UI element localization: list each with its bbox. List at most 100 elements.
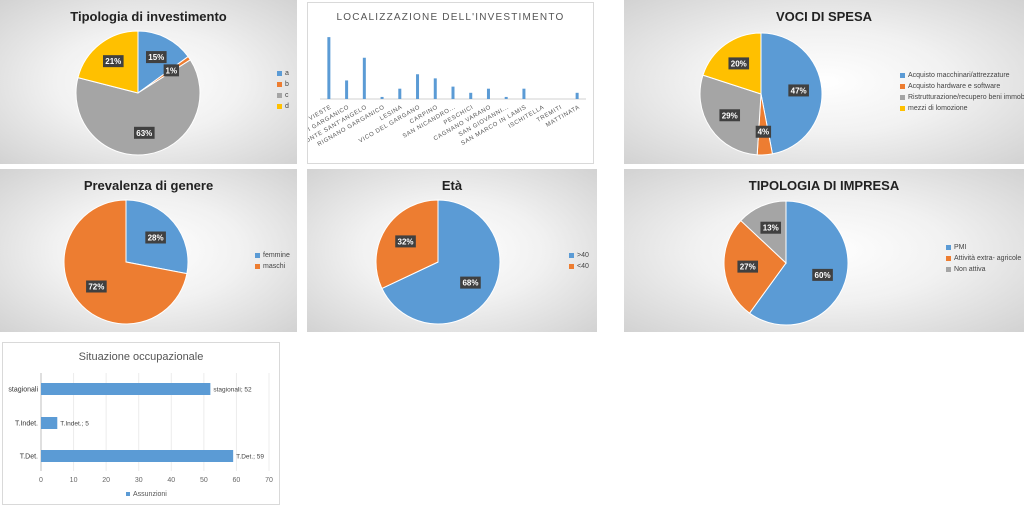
data-label-bg	[760, 221, 782, 234]
legend-item: <40	[569, 263, 589, 270]
bar-chart-occupazione: 0 10 20 30 40 50 60 70 stagionali stagionali; 52 T…	[8, 373, 273, 498]
x-tick-label: 20	[102, 477, 110, 484]
bar-peschici	[469, 92, 473, 99]
legend-item: mezzi di lomozione	[900, 105, 1024, 112]
legend-item: d	[277, 103, 289, 110]
data-label: 63%	[136, 129, 152, 138]
data-label-bg	[395, 235, 416, 248]
data-label: 60%	[815, 271, 831, 280]
pie-slice-c	[75, 59, 201, 156]
data-label: 68%	[462, 279, 478, 288]
legend: >40 <40	[569, 252, 589, 274]
data-label: 32%	[398, 237, 414, 246]
data-label: 15%	[148, 53, 164, 62]
x-tick-label: 40	[167, 477, 175, 484]
chart-prevalenza-genere: Prevalenza di genere 28% 72% femmine masch…	[0, 169, 297, 332]
legend-swatch	[900, 73, 905, 78]
legend-label: Non attiva	[954, 266, 986, 273]
data-label: 1%	[166, 66, 178, 75]
legend-swatch	[946, 267, 951, 272]
legend-label: Assunzioni	[133, 491, 167, 498]
x-tick-label: 50	[200, 477, 208, 484]
chart-title: LOCALIZZAZIONE DELL'INVESTIMENTO	[336, 12, 565, 23]
legend-swatch	[946, 245, 951, 250]
pie-chart-impresa: 60% 27% 13%	[723, 200, 849, 326]
legend-label: Ristrutturazione/recupero beni immobili	[908, 94, 1024, 101]
data-label: stagionali; 52	[213, 387, 252, 394]
legend-item: Acquisto macchinari/attrezzature	[900, 72, 1024, 79]
data-label-bg	[737, 260, 759, 273]
pie-chart-tipologia: 15%1% 63% 21%	[75, 30, 201, 156]
bar-monte-sant-angelo	[362, 57, 366, 99]
bar-t-det	[41, 450, 234, 462]
data-label: 28%	[148, 233, 164, 242]
data-label: 13%	[763, 224, 779, 233]
data-label: 72%	[88, 283, 104, 292]
legend-item: Ristrutturazione/recupero beni immobili	[900, 94, 1024, 101]
pie-chart-eta: 68% 32%	[375, 199, 501, 325]
pie-chart-spesa: 47% 4% 29% 20%	[699, 32, 823, 156]
data-label: 47%	[791, 86, 807, 95]
data-label: T.Det.; 59	[236, 454, 264, 461]
legend-label: <40	[577, 263, 589, 270]
chart-title: VOCI DI SPESA	[775, 9, 873, 24]
data-label-bg	[719, 109, 741, 122]
legend-item: Acquisto hardware e software	[900, 83, 1024, 90]
legend-item: maschi	[255, 263, 290, 270]
chart-voci-di-spesa: VOCI DI SPESA 47% 4% 29% 20% Acquisto macch…	[624, 0, 1024, 164]
legend: femmine maschi	[255, 252, 290, 274]
bar-vico-del-gargano	[416, 74, 420, 99]
legend-swatch	[900, 95, 905, 100]
chart-localizzazione-investimento: LOCALIZZAZIONE DELL'INVESTIMENTO VIESTE R…	[307, 2, 594, 164]
legend-item: c	[277, 92, 289, 99]
bar-cagnano-varano	[486, 88, 490, 99]
x-tick-label: 10	[70, 477, 78, 484]
legend-swatch	[255, 253, 260, 258]
legend-item: Non attiva	[946, 266, 1021, 273]
chart-title: TIPOLOGIA DI IMPRESA	[748, 178, 900, 193]
legend-label: c	[285, 92, 289, 99]
data-label-bg	[102, 55, 124, 68]
bar-lesina	[398, 88, 402, 99]
chart-title: Tipologia di investimento	[70, 9, 227, 24]
bar-t-indet	[41, 417, 58, 429]
data-label-bg	[86, 280, 107, 293]
data-label: T.Indet.; 5	[60, 421, 89, 428]
legend-label: d	[285, 103, 289, 110]
legend-item: Attività extra- agricole	[946, 255, 1021, 262]
legend: PMI Attività extra- agricole Non attiva	[946, 244, 1021, 277]
legend-label: maschi	[263, 263, 286, 270]
y-tick-label: T.Det.	[20, 454, 38, 461]
bar-vieste	[327, 37, 331, 99]
legend-swatch	[277, 71, 282, 76]
bar-mattinata	[575, 92, 579, 99]
x-tick-label: 70	[265, 477, 273, 484]
legend-swatch	[900, 84, 905, 89]
legend-label: mezzi di lomozione	[908, 105, 968, 112]
bar-rignano-garganico	[380, 96, 384, 99]
legend-label: Attività extra- agricole	[954, 255, 1022, 262]
legend-item: PMI	[946, 244, 1021, 251]
legend-label: >40	[577, 252, 589, 259]
legend-label: b	[285, 81, 289, 88]
chart-title: Prevalenza di genere	[83, 178, 214, 193]
pie-slice-40	[381, 199, 501, 325]
pie-slice-maschi	[63, 199, 188, 325]
data-label: 27%	[740, 263, 756, 272]
chart-situazione-occupazionale: Situazione occupazionale 0 10 20 30 40 50 60 70…	[2, 342, 280, 505]
legend-swatch	[900, 106, 905, 111]
legend-label: PMI	[954, 244, 967, 251]
bar-san-marco-in-lamis	[522, 88, 526, 99]
chart-tipologia-impresa: TIPOLOGIA DI IMPRESA 60% 27% 13% PMI Attivi…	[624, 169, 1024, 332]
chart-eta: Età 68% 32% >40 <40	[307, 169, 597, 332]
legend-swatch	[569, 253, 574, 258]
x-tick-label: 60	[233, 477, 241, 484]
chart-title: Età	[441, 178, 463, 193]
y-tick-label: T.Indet.	[15, 421, 38, 428]
bar-san-nicandro	[451, 86, 455, 99]
legend-label: Acquisto macchinari/attrezzature	[908, 72, 1010, 79]
data-label: 20%	[731, 59, 747, 68]
